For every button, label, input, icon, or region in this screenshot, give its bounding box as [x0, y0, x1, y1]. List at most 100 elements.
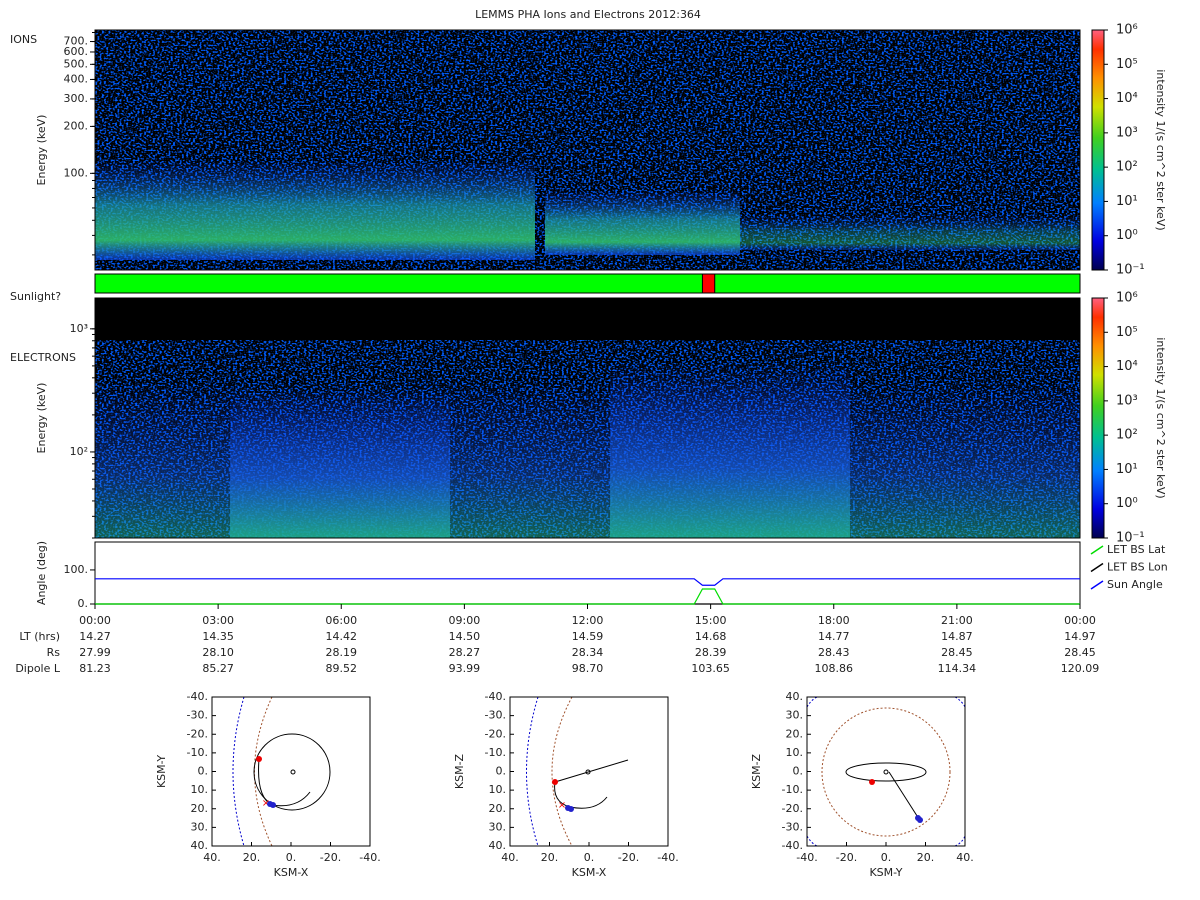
legend-swatch: [1090, 562, 1104, 573]
legend-label: LET BS Lat: [1107, 543, 1166, 556]
colorbar-tick-label: 10²: [1116, 428, 1138, 443]
y-tick-label: 20.: [786, 727, 804, 740]
angle-line: [95, 578, 1080, 586]
colorbar: [1091, 297, 1105, 539]
ephemeris-value: 14.42: [326, 630, 358, 643]
x-tick-label: -20.: [618, 851, 639, 864]
ephemeris-value: 28.10: [202, 646, 234, 659]
ephemeris-value: 120.09: [1061, 662, 1100, 675]
y-tick-label: 100.: [64, 563, 89, 576]
y-tick-label: 0.: [496, 765, 507, 778]
x-tick-label: 15:00: [695, 614, 727, 627]
ephemeris-value: 14.87: [941, 630, 973, 643]
ephemeris-value: 14.27: [79, 630, 111, 643]
ephemeris-row-label: Rs: [47, 646, 61, 659]
y-tick-label: 0.: [78, 597, 89, 610]
x-tick-label: 09:00: [449, 614, 481, 627]
y-tick-label: 200.: [64, 119, 89, 132]
x-tick-label: 21:00: [941, 614, 973, 627]
colorbar-tick-label: 10⁵: [1116, 325, 1138, 340]
y-axis-label: KSM-Z: [750, 753, 763, 789]
y-tick-label: -40.: [485, 690, 506, 703]
ephemeris-value: 85.27: [202, 662, 234, 675]
ephemeris-value: 28.45: [1064, 646, 1096, 659]
colorbar-label: intensity 1/(s cm^2 ster keV): [1154, 337, 1167, 498]
legend-swatch: [1090, 545, 1104, 555]
colorbar-tick-label: 10⁰: [1116, 228, 1138, 243]
sunlight-bar: [94, 273, 1081, 294]
y-tick-label: -20.: [187, 727, 208, 740]
y-tick-label: 20.: [489, 802, 507, 815]
y-tick-label: 500.: [64, 57, 89, 70]
colorbar-tick-label: 10³: [1116, 393, 1138, 408]
y-tick-label: 40.: [489, 839, 507, 852]
x-tick-label: 20.: [541, 851, 559, 864]
ephemeris-value: 14.59: [572, 630, 604, 643]
y-tick-label: 300.: [64, 92, 89, 105]
y-tick-label: 10³: [70, 322, 88, 335]
x-tick-label: 0.: [286, 851, 297, 864]
colorbar-tick-label: 10⁶: [1116, 23, 1138, 38]
ephemeris-value: 81.23: [79, 662, 111, 675]
y-tick-label: -30.: [187, 709, 208, 722]
x-tick-label: 40.: [956, 851, 974, 864]
ephemeris-value: 98.70: [572, 662, 604, 675]
y-axis-label: Angle (deg): [35, 541, 48, 605]
x-tick-label: -40.: [657, 851, 678, 864]
y-tick-label: 30.: [786, 709, 804, 722]
y-tick-label: 30.: [191, 820, 209, 833]
orbit-plot-2-drawing: ×: [526, 696, 629, 847]
ephemeris-value: 108.86: [815, 662, 854, 675]
x-tick-label: -20.: [836, 851, 857, 864]
x-axis-label: KSM-X: [274, 866, 309, 879]
electron-spectrogram: [95, 298, 1080, 538]
x-tick-label: -40.: [796, 851, 817, 864]
y-axis-label: Energy (keV): [35, 115, 48, 186]
y-tick-label: -20.: [782, 802, 803, 815]
x-tick-label: 40.: [203, 851, 221, 864]
colorbar-tick-label: 10⁰: [1116, 496, 1138, 511]
x-tick-label: 06:00: [325, 614, 357, 627]
ephemeris-row-label: Dipole L: [15, 662, 61, 675]
ephemeris-value: 14.50: [449, 630, 481, 643]
y-tick-label: 0.: [198, 765, 209, 778]
colorbar-tick-label: 10¹: [1116, 194, 1138, 209]
ephemeris-value: 93.99: [449, 662, 481, 675]
panel-frame: [94, 29, 1081, 271]
colorbar-tick-label: 10⁴: [1116, 359, 1138, 374]
y-tick-label: 10.: [489, 783, 507, 796]
x-tick-label: 18:00: [818, 614, 850, 627]
y-tick-label: 100.: [64, 166, 89, 179]
x-tick-label: -20.: [320, 851, 341, 864]
y-tick-label: -10.: [782, 783, 803, 796]
colorbar-tick-label: 10⁻¹: [1116, 263, 1145, 278]
ephemeris-value: 28.34: [572, 646, 604, 659]
ephemeris-value: 28.43: [818, 646, 850, 659]
y-tick-label: 400.: [64, 72, 89, 85]
ephemeris-value: 14.35: [202, 630, 234, 643]
svg-text:×: ×: [558, 800, 566, 811]
title: LEMMS PHA Ions and Electrons 2012:364: [475, 8, 701, 21]
y-tick-label: -20.: [485, 727, 506, 740]
shadow-interval: [701, 273, 716, 294]
orbit-plot-1-drawing: ×: [232, 696, 331, 847]
x-tick-label: 03:00: [202, 614, 234, 627]
colorbar-tick-label: 10⁶: [1116, 291, 1138, 306]
sunlight-label: Sunlight?: [10, 290, 61, 303]
panel-frame: [94, 297, 1081, 539]
ephemeris-row-label: LT (hrs): [19, 630, 60, 643]
legend-label: Sun Angle: [1107, 578, 1163, 591]
y-axis-label: Energy (keV): [35, 383, 48, 454]
y-tick-label: 10.: [786, 746, 804, 759]
ephemeris-value: 28.39: [695, 646, 727, 659]
y-tick-label: 10.: [191, 783, 209, 796]
y-tick-label: 30.: [489, 820, 507, 833]
x-tick-label: -40.: [359, 851, 380, 864]
y-tick-label: 0.: [793, 765, 804, 778]
y-tick-label: 700.: [64, 35, 89, 48]
legend-label: LET BS Lon: [1107, 561, 1168, 574]
ephemeris-value: 28.27: [449, 646, 481, 659]
angle-line: [95, 588, 1080, 605]
x-axis-label: KSM-X: [572, 866, 607, 879]
colorbar-tick-label: 10⁴: [1116, 91, 1138, 106]
